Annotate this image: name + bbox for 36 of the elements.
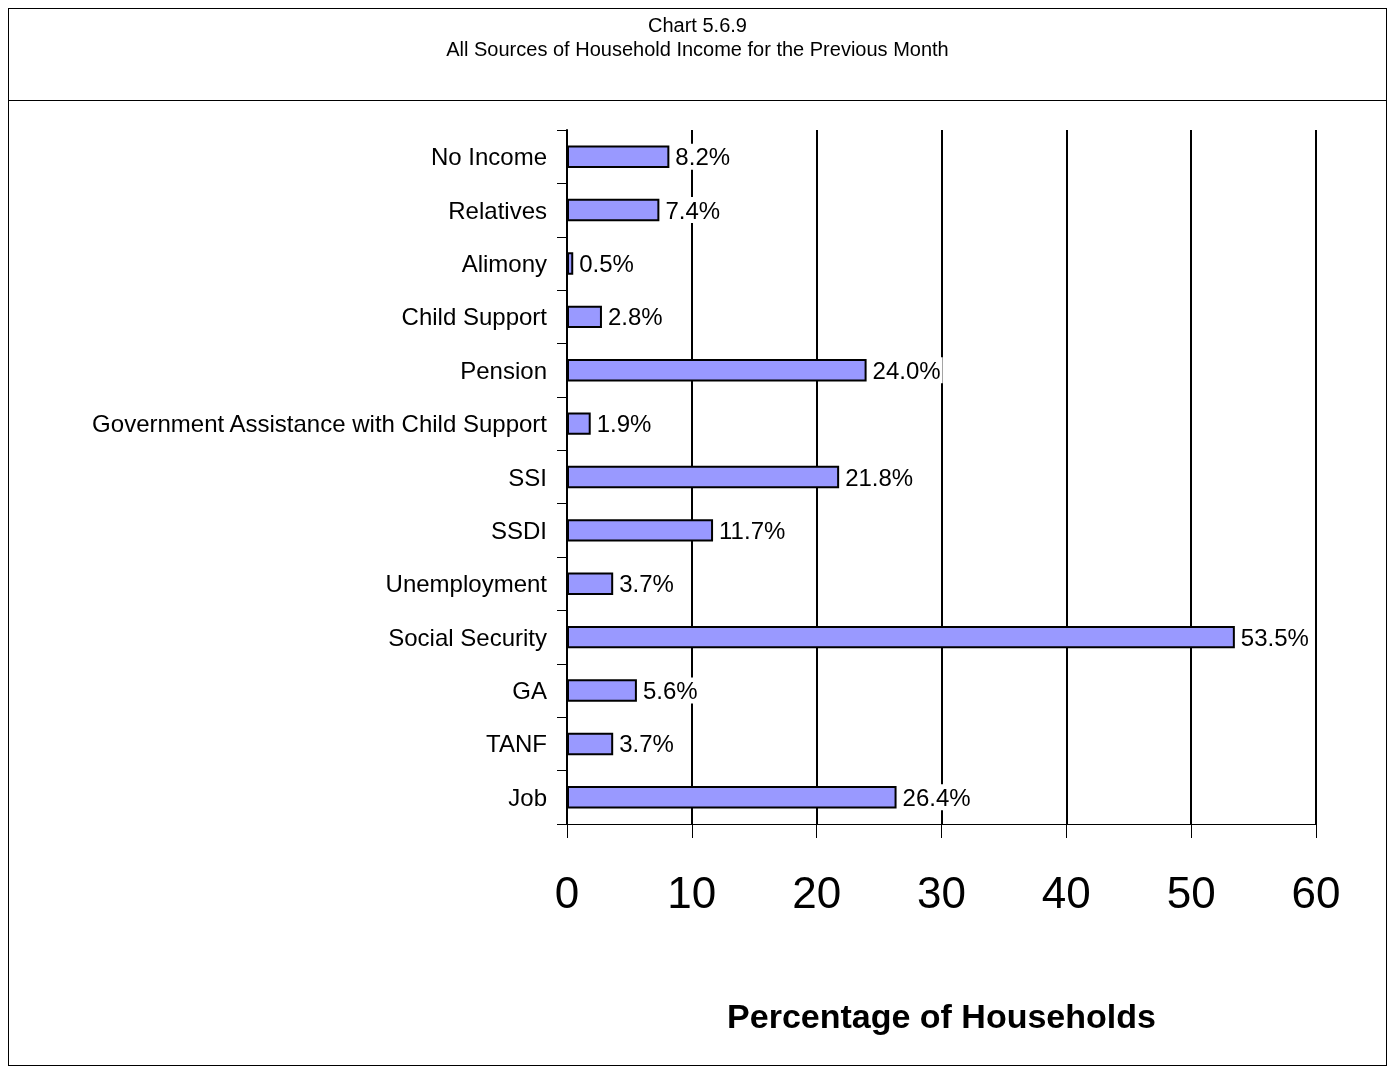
data-label: 11.7%	[719, 516, 786, 544]
y-tick-label: Government Assistance with Child Support	[92, 410, 548, 438]
x-tick-label: 30	[917, 867, 966, 917]
y-tick-label: Unemployment	[385, 570, 548, 598]
data-label: 1.9%	[596, 410, 652, 438]
y-tick-label: SSDI	[490, 516, 547, 544]
y-tick-label: TANF	[486, 730, 547, 758]
y-tick-label: Pension	[460, 356, 547, 384]
x-tick-label: 60	[1291, 867, 1341, 917]
x-tick-label: 50	[1166, 867, 1216, 917]
x-tick-label: 40	[1041, 867, 1091, 917]
x-axis-title: Percentage of Households	[727, 997, 1156, 1035]
data-label: 3.7%	[619, 570, 674, 598]
chart-title: Chart 5.6.9	[647, 13, 748, 37]
data-label: 5.6%	[642, 677, 698, 705]
data-label: 0.5%	[579, 249, 634, 277]
y-tick-label: SSI	[508, 463, 547, 491]
chart-subtitle: All Sources of Household Income for the Previous Month	[445, 37, 950, 61]
data-label: 21.8%	[845, 463, 914, 491]
y-tick-label: GA	[512, 677, 547, 705]
y-tick-label: Alimony	[461, 249, 547, 277]
data-label: 53.5%	[1240, 623, 1309, 651]
x-tick-label: 10	[667, 867, 717, 917]
data-label: 3.7%	[619, 730, 674, 758]
y-tick-label: Child Support	[401, 303, 548, 331]
x-tick-label: 0	[554, 867, 580, 917]
x-tick-label: 20	[792, 867, 842, 917]
data-label: 7.4%	[665, 196, 721, 224]
y-tick-label: Job	[508, 783, 547, 811]
data-label: 26.4%	[902, 783, 971, 811]
data-label: 8.2%	[675, 143, 731, 171]
y-tick-label: Social Security	[388, 623, 547, 651]
y-tick-label: Relatives	[448, 196, 547, 224]
data-label: 2.8%	[607, 303, 663, 331]
data-label: 24.0%	[872, 356, 941, 384]
y-tick-label: No Income	[430, 143, 547, 171]
